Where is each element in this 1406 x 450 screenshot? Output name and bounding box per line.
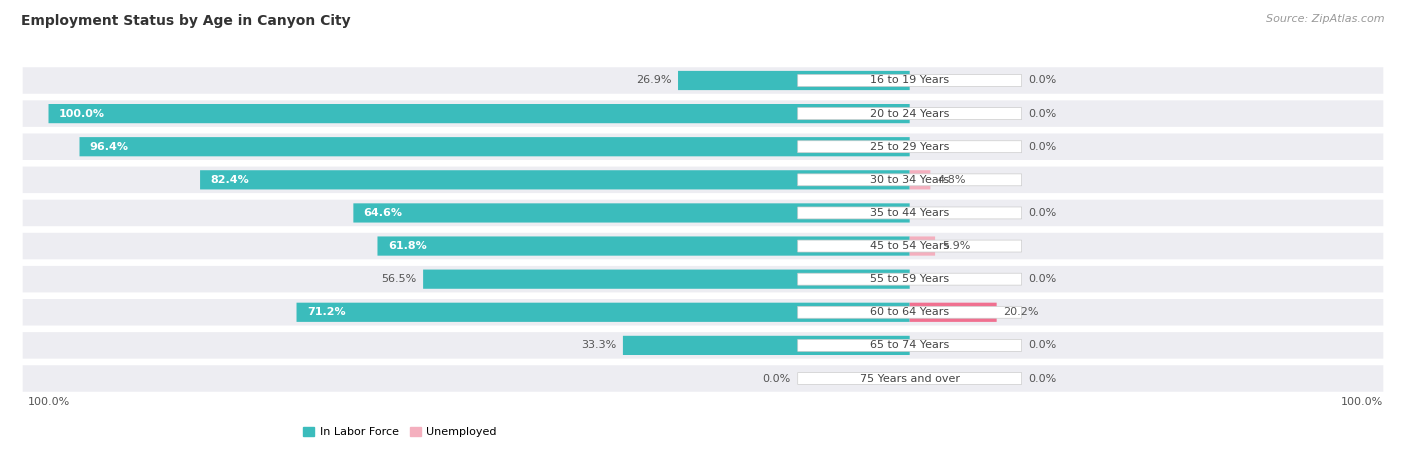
Text: 16 to 19 Years: 16 to 19 Years (870, 76, 949, 86)
FancyBboxPatch shape (22, 200, 1384, 226)
Text: 0.0%: 0.0% (1029, 142, 1057, 152)
Text: 0.0%: 0.0% (1029, 274, 1057, 284)
Text: Source: ZipAtlas.com: Source: ZipAtlas.com (1267, 14, 1385, 23)
FancyBboxPatch shape (797, 373, 1022, 384)
FancyBboxPatch shape (797, 141, 1022, 153)
FancyBboxPatch shape (22, 67, 1384, 94)
FancyBboxPatch shape (48, 104, 910, 123)
FancyBboxPatch shape (797, 273, 1022, 285)
FancyBboxPatch shape (797, 306, 1022, 318)
Text: 33.3%: 33.3% (581, 340, 616, 351)
FancyBboxPatch shape (80, 137, 910, 156)
FancyBboxPatch shape (22, 134, 1384, 160)
FancyBboxPatch shape (22, 299, 1384, 325)
Text: Employment Status by Age in Canyon City: Employment Status by Age in Canyon City (21, 14, 350, 27)
FancyBboxPatch shape (22, 100, 1384, 127)
FancyBboxPatch shape (910, 170, 931, 189)
FancyBboxPatch shape (22, 233, 1384, 259)
FancyBboxPatch shape (200, 170, 910, 189)
FancyBboxPatch shape (797, 240, 1022, 252)
Text: 64.6%: 64.6% (364, 208, 402, 218)
Text: 65 to 74 Years: 65 to 74 Years (870, 340, 949, 351)
Text: 5.9%: 5.9% (942, 241, 970, 251)
FancyBboxPatch shape (423, 270, 910, 289)
Text: 0.0%: 0.0% (1029, 76, 1057, 86)
Text: 0.0%: 0.0% (1029, 340, 1057, 351)
Text: 75 Years and over: 75 Years and over (859, 374, 960, 383)
Text: 26.9%: 26.9% (636, 76, 671, 86)
FancyBboxPatch shape (797, 75, 1022, 86)
FancyBboxPatch shape (377, 236, 910, 256)
FancyBboxPatch shape (797, 108, 1022, 120)
FancyBboxPatch shape (797, 207, 1022, 219)
Text: 60 to 64 Years: 60 to 64 Years (870, 307, 949, 317)
Text: 4.8%: 4.8% (938, 175, 966, 185)
FancyBboxPatch shape (797, 174, 1022, 186)
FancyBboxPatch shape (297, 303, 910, 322)
Legend: In Labor Force, Unemployed: In Labor Force, Unemployed (298, 423, 502, 441)
Text: 100.0%: 100.0% (1341, 397, 1384, 407)
Text: 0.0%: 0.0% (762, 374, 790, 383)
Text: 96.4%: 96.4% (90, 142, 129, 152)
Text: 25 to 29 Years: 25 to 29 Years (870, 142, 949, 152)
Text: 61.8%: 61.8% (388, 241, 426, 251)
FancyBboxPatch shape (910, 236, 935, 256)
Text: 45 to 54 Years: 45 to 54 Years (870, 241, 949, 251)
FancyBboxPatch shape (22, 365, 1384, 392)
FancyBboxPatch shape (353, 203, 910, 223)
FancyBboxPatch shape (678, 71, 910, 90)
FancyBboxPatch shape (910, 303, 997, 322)
FancyBboxPatch shape (623, 336, 910, 355)
Text: 0.0%: 0.0% (1029, 108, 1057, 119)
Text: 35 to 44 Years: 35 to 44 Years (870, 208, 949, 218)
FancyBboxPatch shape (797, 339, 1022, 351)
Text: 0.0%: 0.0% (1029, 208, 1057, 218)
FancyBboxPatch shape (22, 332, 1384, 359)
Text: 56.5%: 56.5% (381, 274, 416, 284)
Text: 55 to 59 Years: 55 to 59 Years (870, 274, 949, 284)
Text: 82.4%: 82.4% (211, 175, 249, 185)
Text: 20.2%: 20.2% (1004, 307, 1039, 317)
FancyBboxPatch shape (22, 266, 1384, 292)
Text: 71.2%: 71.2% (307, 307, 346, 317)
Text: 0.0%: 0.0% (1029, 374, 1057, 383)
Text: 100.0%: 100.0% (28, 397, 70, 407)
Text: 100.0%: 100.0% (59, 108, 105, 119)
Text: 30 to 34 Years: 30 to 34 Years (870, 175, 949, 185)
FancyBboxPatch shape (22, 166, 1384, 193)
Text: 20 to 24 Years: 20 to 24 Years (870, 108, 949, 119)
